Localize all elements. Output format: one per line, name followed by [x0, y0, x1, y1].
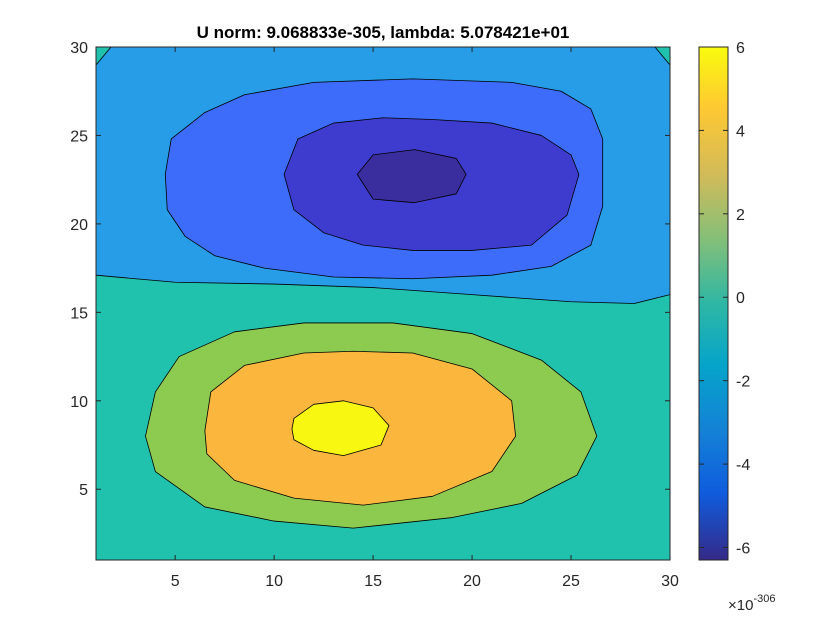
colorbar-tick-label: -2	[736, 374, 750, 391]
chart-title: U norm: 9.068833e-305, lambda: 5.078421e…	[197, 23, 570, 42]
colorbar-gradient	[698, 46, 729, 561]
y-tick-label: 5	[79, 482, 88, 499]
colorbar-ticks: -6 -4 -2 0 2 4 6	[699, 40, 750, 557]
colorbar-tick-label: 4	[736, 123, 745, 140]
x-tick-label: 20	[463, 573, 481, 590]
top-left-corner-contour	[95, 46, 112, 66]
zero-contour-line	[95, 274, 671, 304]
contour-level-5p8	[291, 400, 390, 457]
colorbar-tick-label: -6	[736, 540, 750, 557]
x-tick-label: 5	[171, 573, 180, 590]
colorbar-tick-label: 2	[736, 207, 745, 224]
y-tick-label: 20	[70, 217, 88, 234]
axes-box	[95, 46, 671, 561]
x-axis: 5 10 15 20 25 30	[171, 47, 679, 590]
y-tick-label: 10	[70, 394, 88, 411]
x-tick-label: 25	[562, 573, 580, 590]
plot-area	[95, 46, 671, 561]
colorbar-tick-label: 6	[736, 40, 745, 57]
colorbar-tick-label: 0	[736, 290, 745, 307]
x-tick-label: 15	[364, 573, 382, 590]
y-axis: 5 10 15 20 25 30	[70, 40, 670, 499]
x-tick-label: 10	[265, 573, 283, 590]
colorbar-multiplier: ×10-306	[728, 593, 775, 614]
contour-level-neg5p5	[356, 149, 467, 204]
colorbar-multiplier-base: ×10	[728, 597, 753, 614]
y-tick-label: 30	[70, 40, 88, 57]
contour-levels	[95, 78, 671, 529]
y-tick-label: 25	[70, 128, 88, 145]
colorbar-multiplier-exponent: -306	[753, 593, 775, 605]
top-right-corner-contour	[654, 46, 671, 66]
x-tick-label: 30	[661, 573, 679, 590]
colorbar-tick-label: -4	[736, 457, 750, 474]
colorbar: -6 -4 -2 0 2 4 6 ×10-306	[698, 40, 775, 614]
y-tick-label: 15	[70, 305, 88, 322]
